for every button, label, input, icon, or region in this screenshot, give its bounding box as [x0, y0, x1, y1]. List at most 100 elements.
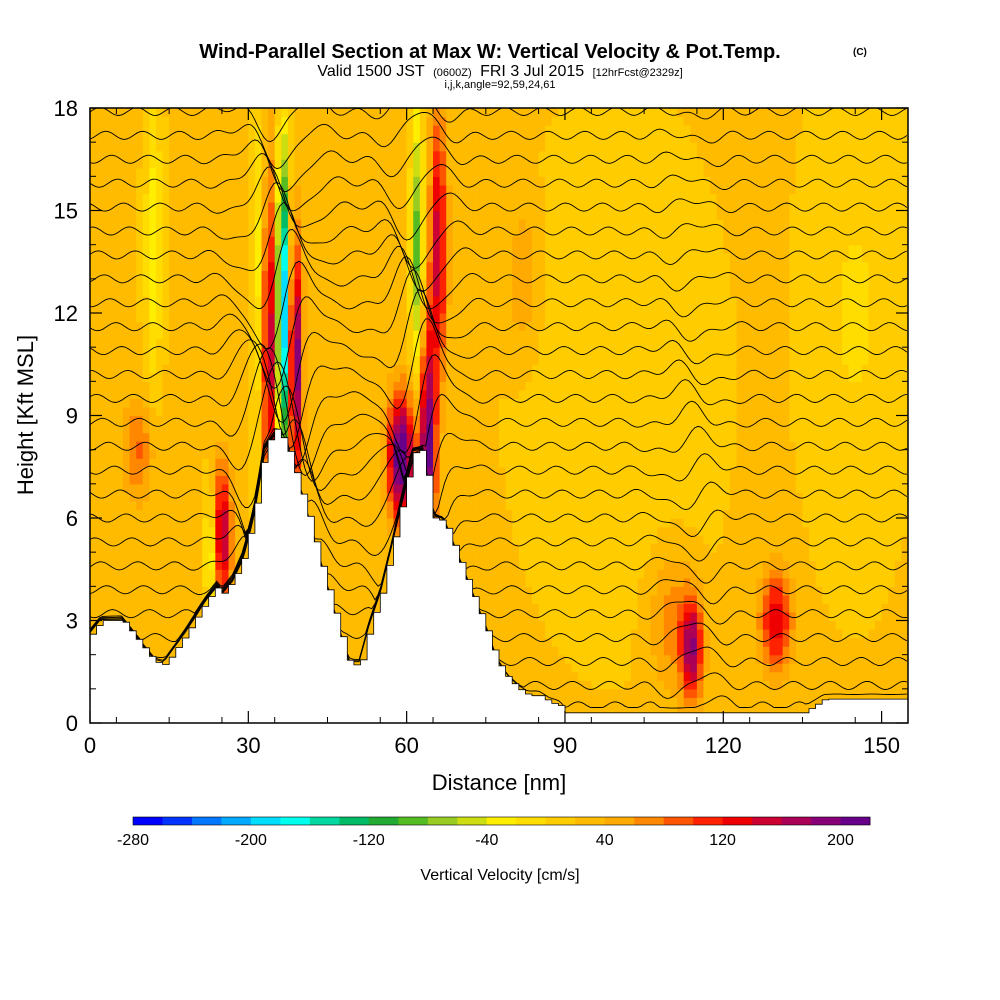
velocity-cell — [353, 466, 362, 476]
velocity-cell — [162, 449, 170, 459]
velocity-cell — [466, 389, 474, 400]
velocity-cell — [512, 441, 520, 451]
velocity-cell — [459, 415, 467, 425]
velocity-cell — [433, 184, 441, 195]
velocity-cell — [188, 577, 197, 587]
velocity-cell — [301, 424, 309, 434]
velocity-cell — [136, 441, 144, 451]
velocity-cell — [373, 500, 381, 511]
velocity-cell — [294, 184, 302, 195]
velocity-cell — [446, 201, 454, 212]
velocity-cell — [505, 637, 513, 647]
velocity-cell — [261, 295, 269, 306]
velocity-cell — [155, 577, 164, 587]
velocity-cell — [512, 646, 520, 656]
velocity-cell — [169, 278, 177, 288]
velocity-cell — [347, 552, 355, 562]
velocity-cell — [485, 321, 494, 331]
velocity-cell — [162, 500, 170, 511]
velocity-cell — [334, 543, 342, 553]
velocity-cell — [393, 210, 401, 220]
velocity-cell — [320, 219, 329, 229]
velocity-cell — [419, 338, 428, 348]
velocity-cell — [215, 535, 223, 545]
velocity-cell — [472, 338, 480, 348]
velocity-cell — [485, 133, 494, 143]
velocity-cell — [353, 594, 362, 605]
velocity-cell — [228, 304, 236, 314]
velocity-cell — [281, 355, 289, 365]
velocity-cell — [499, 347, 507, 357]
velocity-cell — [182, 594, 190, 605]
velocity-cell — [327, 176, 335, 186]
velocity-cell — [208, 535, 216, 545]
velocity-cell — [538, 663, 546, 673]
velocity-cell — [386, 176, 395, 186]
velocity-cell — [373, 458, 381, 468]
velocity-cell — [274, 125, 282, 135]
velocity-cell — [136, 133, 144, 143]
velocity-cell — [485, 518, 494, 528]
velocity-cell — [380, 526, 388, 536]
velocity-cell — [202, 278, 210, 288]
velocity-cell — [531, 278, 540, 288]
velocity-cell — [195, 543, 203, 553]
velocity-cell — [393, 398, 401, 408]
velocity-cell — [353, 338, 362, 348]
velocity-cell — [202, 458, 210, 468]
velocity-cell — [221, 424, 230, 434]
velocity-cell — [175, 159, 183, 169]
velocity-cell — [261, 253, 269, 263]
velocity-cell — [505, 159, 513, 169]
velocity-cell — [301, 347, 309, 357]
velocity-cell — [208, 389, 216, 400]
velocity-cell — [314, 372, 322, 382]
velocity-cell — [327, 424, 335, 434]
velocity-cell — [169, 133, 177, 143]
velocity-cell — [182, 432, 190, 442]
velocity-cell — [512, 398, 520, 408]
velocity-cell — [466, 133, 474, 143]
velocity-cell — [525, 424, 533, 434]
velocity-cell — [175, 569, 183, 579]
velocity-cell — [182, 500, 190, 511]
velocity-cell — [215, 244, 223, 254]
velocity-cell — [202, 304, 210, 314]
velocity-cell — [472, 150, 480, 160]
velocity-cell — [116, 278, 124, 288]
velocity-cell — [96, 543, 104, 553]
velocity-cell — [531, 466, 540, 476]
velocity-cell — [155, 347, 164, 357]
velocity-cell — [228, 159, 236, 169]
velocity-cell — [90, 483, 98, 493]
velocity-cell — [400, 150, 408, 160]
velocity-cell — [195, 176, 203, 186]
velocity-cell — [314, 210, 322, 220]
velocity-cell — [248, 261, 256, 271]
velocity-cell — [400, 261, 408, 271]
velocity-cell — [518, 569, 526, 579]
velocity-cell — [175, 509, 183, 519]
velocity-cell — [142, 287, 150, 297]
velocity-cell — [334, 603, 342, 613]
velocity-cell — [235, 167, 243, 177]
velocity-cell — [136, 176, 144, 186]
velocity-cell — [307, 184, 315, 195]
velocity-cell — [142, 415, 150, 425]
velocity-cell — [307, 475, 315, 485]
velocity-cell — [268, 125, 276, 135]
velocity-cell — [221, 398, 230, 408]
velocity-cell — [202, 236, 210, 246]
velocity-cell — [459, 142, 467, 152]
velocity-cell — [320, 449, 329, 459]
velocity-cell — [433, 287, 441, 297]
velocity-cell — [301, 389, 309, 400]
velocity-cell — [215, 441, 223, 451]
velocity-cell — [281, 142, 289, 152]
velocity-cell — [129, 483, 137, 493]
velocity-cell — [155, 184, 164, 195]
velocity-cell — [281, 167, 289, 177]
velocity-cell — [162, 381, 170, 391]
velocity-cell — [116, 125, 124, 135]
velocity-cell — [340, 167, 348, 177]
